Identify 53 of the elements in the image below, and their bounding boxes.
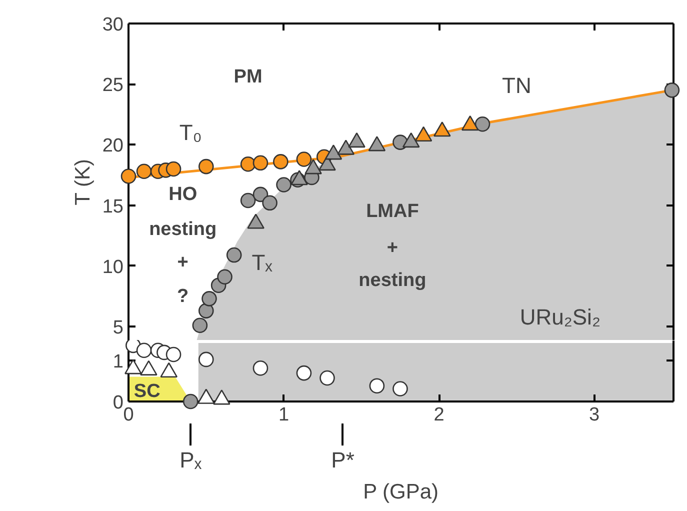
point xyxy=(182,394,198,410)
annotation: nesting xyxy=(149,219,217,240)
point xyxy=(252,186,268,202)
y-tick-label: 5 xyxy=(112,318,124,339)
y-tick-label: 30 xyxy=(102,14,124,36)
point xyxy=(320,370,335,386)
y-tick-label: 15 xyxy=(102,196,124,218)
annotation: ? xyxy=(177,286,189,307)
point xyxy=(252,155,268,171)
point xyxy=(273,154,288,170)
annotation: TN xyxy=(502,72,532,98)
point xyxy=(217,269,232,284)
point xyxy=(136,164,152,180)
point xyxy=(262,195,278,211)
x-tick-label: 3 xyxy=(589,404,600,426)
annotation: SC xyxy=(134,381,161,402)
point xyxy=(240,192,256,208)
point xyxy=(296,365,312,381)
point xyxy=(120,168,136,184)
annotation: PM xyxy=(234,66,262,88)
y-axis-title: T (K) xyxy=(71,159,94,206)
y-tick-label: 1 xyxy=(112,351,124,372)
annotation: T₀ xyxy=(179,120,202,146)
annotation: Tₓ xyxy=(252,250,274,275)
point xyxy=(202,291,217,306)
y-tick-label: 20 xyxy=(102,136,124,157)
point xyxy=(240,156,256,172)
point xyxy=(369,378,385,394)
text: P* xyxy=(331,448,355,472)
y-tick-label: 10 xyxy=(102,256,124,278)
x-tick-label: 2 xyxy=(434,404,444,426)
point xyxy=(664,82,680,98)
annotation: + xyxy=(386,238,398,259)
x-axis-title: P (GPa) xyxy=(363,480,439,504)
x-tick-label: 1 xyxy=(278,404,290,426)
annotation: URu₂Si₂ xyxy=(520,304,600,330)
point xyxy=(226,247,242,263)
point xyxy=(192,318,208,333)
point xyxy=(474,116,490,132)
point xyxy=(198,303,214,318)
point xyxy=(198,352,214,368)
annotation: nesting xyxy=(358,270,426,291)
text: Pₓ xyxy=(180,448,202,472)
point xyxy=(392,381,408,396)
point xyxy=(296,152,312,167)
point xyxy=(276,177,292,192)
annotation: LMAF xyxy=(366,200,419,222)
point xyxy=(166,161,182,177)
y-tick-label: 25 xyxy=(102,75,124,96)
annotation: + xyxy=(177,252,188,274)
point xyxy=(252,360,268,376)
point xyxy=(198,158,214,174)
annotation: HO xyxy=(168,184,198,205)
